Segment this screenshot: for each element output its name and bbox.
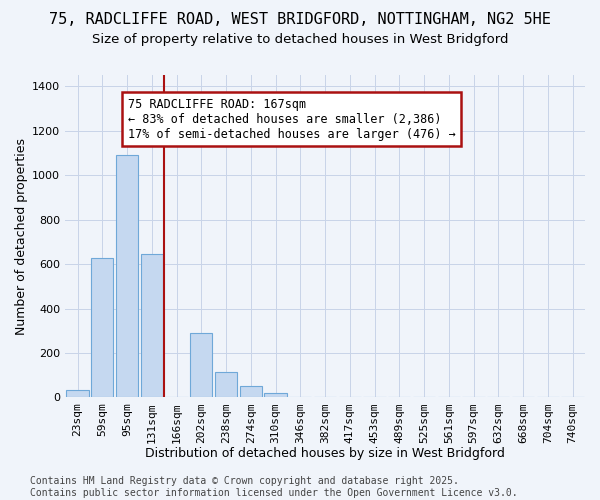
Bar <box>91 258 113 398</box>
Text: 75, RADCLIFFE ROAD, WEST BRIDGFORD, NOTTINGHAM, NG2 5HE: 75, RADCLIFFE ROAD, WEST BRIDGFORD, NOTT… <box>49 12 551 28</box>
X-axis label: Distribution of detached houses by size in West Bridgford: Distribution of detached houses by size … <box>145 447 505 460</box>
Bar <box>67 390 89 398</box>
Bar <box>116 155 138 398</box>
Text: Contains HM Land Registry data © Crown copyright and database right 2025.
Contai: Contains HM Land Registry data © Crown c… <box>30 476 518 498</box>
Bar <box>190 333 212 398</box>
Bar <box>265 393 287 398</box>
Text: Size of property relative to detached houses in West Bridgford: Size of property relative to detached ho… <box>92 32 508 46</box>
Bar <box>140 254 163 398</box>
Y-axis label: Number of detached properties: Number of detached properties <box>15 138 28 334</box>
Text: 75 RADCLIFFE ROAD: 167sqm
← 83% of detached houses are smaller (2,386)
17% of se: 75 RADCLIFFE ROAD: 167sqm ← 83% of detac… <box>128 98 455 140</box>
Bar <box>239 386 262 398</box>
Bar <box>215 372 237 398</box>
